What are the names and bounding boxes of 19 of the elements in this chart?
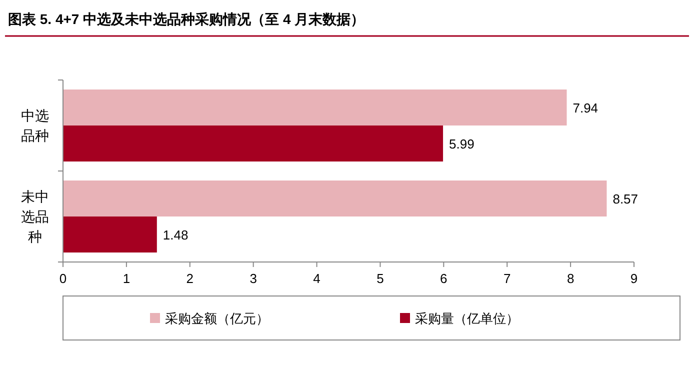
x-tick-label: 7 <box>503 271 511 286</box>
legend-label: 采购量（亿单位） <box>415 311 519 326</box>
y-tick-label: 中选品种 <box>21 108 49 144</box>
x-tick-label: 1 <box>122 271 130 286</box>
data-label: 7.94 <box>572 100 598 116</box>
x-tick-label: 5 <box>376 271 384 286</box>
x-tick-label: 9 <box>630 271 638 286</box>
x-tick-label: 6 <box>440 271 448 286</box>
chart-title: 图表 5. 4+7 中选及未中选品种采购情况（至 4 月末数据） <box>8 11 365 27</box>
x-tick-label: 0 <box>59 271 67 286</box>
x-tick-label: 4 <box>313 271 320 286</box>
legend-label: 采购金额（亿元） <box>165 311 269 326</box>
data-label: 5.99 <box>449 136 474 152</box>
x-tick-label: 3 <box>250 271 257 286</box>
data-label: 1.48 <box>162 228 188 242</box>
y-tick-label: 未中选品种 <box>21 188 49 244</box>
x-tick-label: 2 <box>186 271 194 286</box>
x-tick-label: 8 <box>566 271 574 286</box>
data-label: 8.57 <box>612 192 638 206</box>
